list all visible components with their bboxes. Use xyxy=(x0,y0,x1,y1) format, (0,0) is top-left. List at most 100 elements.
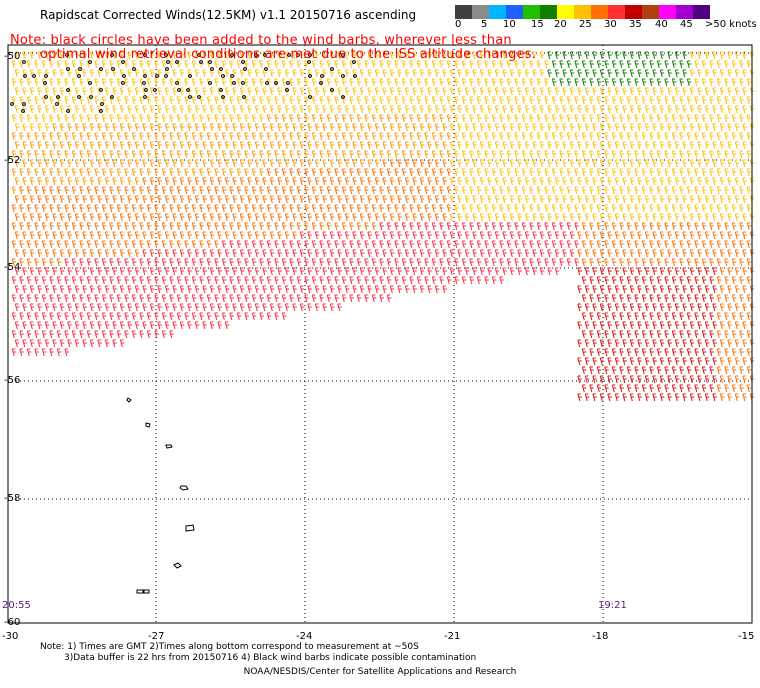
wind-barb xyxy=(679,348,684,357)
wind-barb xyxy=(34,132,39,141)
wind-barb xyxy=(697,375,702,384)
wind-barb xyxy=(652,375,657,384)
wind-barb xyxy=(514,60,519,69)
wind-barb xyxy=(416,258,422,267)
wind-barb xyxy=(352,213,357,222)
wind-barb xyxy=(674,51,680,60)
wind-barb xyxy=(649,312,654,321)
wind-barb xyxy=(157,87,162,96)
wind-barb xyxy=(232,177,237,186)
wind-barb xyxy=(457,249,462,258)
wind-barb xyxy=(724,222,729,231)
wind-barb xyxy=(101,312,107,321)
wind-barb xyxy=(532,105,537,114)
wind-barb xyxy=(344,123,350,132)
wind-barb xyxy=(724,330,729,339)
wind-barb xyxy=(727,195,732,204)
wind-barb xyxy=(674,69,680,78)
wind-barb xyxy=(86,150,92,159)
wind-barb xyxy=(574,96,579,105)
wind-barb xyxy=(397,285,402,294)
wind-barb xyxy=(52,69,57,78)
wind-barb xyxy=(229,168,234,177)
wind-barb xyxy=(86,186,92,195)
wind-barb xyxy=(649,348,654,357)
wind-barb xyxy=(11,204,17,213)
wind-barb xyxy=(734,87,740,96)
wind-barb xyxy=(709,150,714,159)
wind-barb xyxy=(314,141,320,150)
wind-barb xyxy=(52,195,57,204)
wind-barb xyxy=(236,258,242,267)
wind-barb xyxy=(382,123,387,132)
wind-barb xyxy=(104,195,110,204)
wind-barb xyxy=(239,51,245,60)
wind-barb xyxy=(397,141,402,150)
wind-barb xyxy=(604,78,609,87)
wind-barb xyxy=(319,222,324,231)
wind-barb xyxy=(187,231,192,240)
wind-barb xyxy=(484,204,489,213)
wind-barb xyxy=(682,375,687,384)
wind-barb xyxy=(634,348,639,357)
wind-barb xyxy=(79,168,84,177)
wind-barb xyxy=(521,114,527,123)
wind-barb xyxy=(169,204,174,213)
wind-barb xyxy=(659,321,665,330)
wind-barb xyxy=(547,249,552,258)
wind-barb xyxy=(221,78,227,87)
wind-barb xyxy=(619,348,624,357)
wind-barb xyxy=(727,177,732,186)
wind-barb xyxy=(337,105,342,114)
wind-barb xyxy=(251,294,257,303)
wind-barb xyxy=(274,114,279,123)
wind-barb xyxy=(667,231,672,240)
wind-barb xyxy=(739,204,744,213)
wind-barb xyxy=(79,78,84,87)
wind-barb xyxy=(389,249,395,258)
wind-barb xyxy=(94,330,99,339)
wind-barb xyxy=(499,222,504,231)
wind-barb xyxy=(742,195,747,204)
wind-barb xyxy=(589,258,594,267)
wind-barb xyxy=(487,123,492,132)
wind-barb xyxy=(589,78,594,87)
wind-barb xyxy=(724,150,729,159)
wind-barb xyxy=(37,177,42,186)
wind-barb xyxy=(154,96,159,105)
wind-barb xyxy=(719,177,725,186)
quality-flag-circle xyxy=(287,53,291,57)
wind-barb xyxy=(29,303,35,312)
wind-barb xyxy=(41,78,47,87)
wind-barb xyxy=(269,87,275,96)
wind-barb xyxy=(592,267,597,276)
wind-barb xyxy=(644,339,650,348)
wind-barb xyxy=(52,123,57,132)
quality-flag-circle xyxy=(230,74,234,78)
wind-barb xyxy=(574,78,579,87)
wind-barb xyxy=(232,141,237,150)
wind-barb xyxy=(664,114,669,123)
wind-barb xyxy=(679,60,684,69)
wind-barb xyxy=(344,249,350,258)
wind-barb xyxy=(229,114,234,123)
wind-barb xyxy=(247,159,252,168)
wind-barb xyxy=(509,141,515,150)
wind-barb xyxy=(217,267,222,276)
wind-barb xyxy=(371,222,377,231)
wind-barb xyxy=(239,123,245,132)
wind-barb xyxy=(734,177,740,186)
wind-barb xyxy=(277,285,282,294)
wind-barb xyxy=(682,357,687,366)
wind-barb xyxy=(124,96,129,105)
wind-barb xyxy=(71,222,77,231)
wind-barb xyxy=(502,105,507,114)
wind-barb xyxy=(142,321,147,330)
wind-barb xyxy=(161,294,167,303)
wind-barb xyxy=(229,132,234,141)
wind-barb xyxy=(254,177,260,186)
wind-barb xyxy=(229,186,234,195)
wind-barb xyxy=(742,285,747,294)
wind-barb xyxy=(289,60,294,69)
wind-barb xyxy=(341,276,347,285)
